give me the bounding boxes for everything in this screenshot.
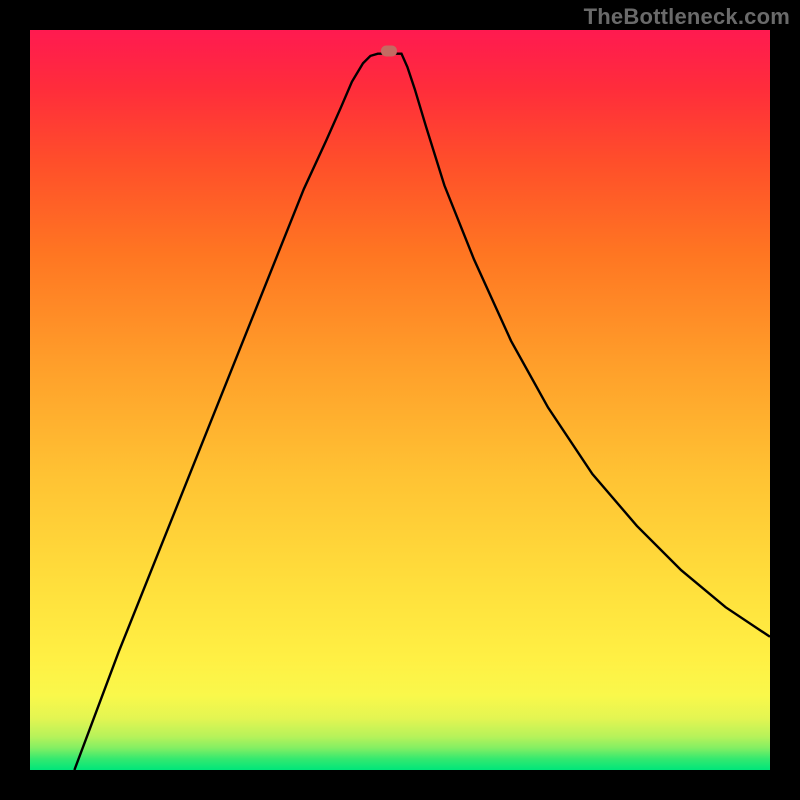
bottleneck-curve — [30, 30, 770, 770]
chart-container: TheBottleneck.com — [0, 0, 800, 800]
plot-area — [30, 30, 770, 770]
optimum-marker — [381, 45, 397, 56]
watermark-text: TheBottleneck.com — [584, 4, 790, 30]
curve-path — [74, 54, 770, 770]
